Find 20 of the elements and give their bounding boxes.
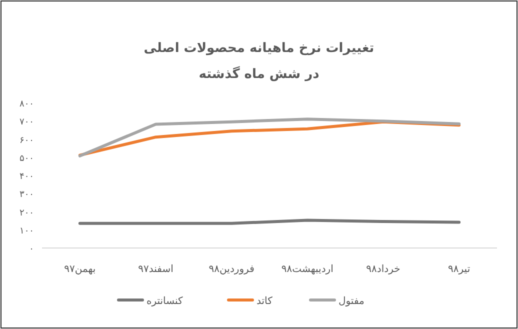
y-tick-label: ۴۰۰ xyxy=(19,172,34,182)
chart-subtitle: در شش ماه گذشته xyxy=(198,66,320,82)
x-tick-label: اردیبهشت۹۸ xyxy=(281,264,334,275)
y-tick-label: ۵۰۰ xyxy=(19,154,34,164)
y-tick-label: ۰ xyxy=(29,244,34,254)
x-tick-label: اسفند۹۷ xyxy=(138,264,174,275)
x-tick-label: فروردین۹۸ xyxy=(208,264,255,275)
x-tick-label: تیر۹۸ xyxy=(448,264,470,275)
y-tick-label: ۲۰۰ xyxy=(19,208,34,218)
x-tick-label: خرداد۹۸ xyxy=(366,264,400,275)
y-tick-label: ۸۰۰ xyxy=(19,100,34,110)
x-tick-label: بهمن۹۷ xyxy=(64,264,96,275)
y-tick-label: ۷۰۰ xyxy=(19,118,34,128)
y-tick-label: ۳۰۰ xyxy=(19,190,34,200)
legend-label: مفتول xyxy=(338,296,364,307)
chart-title: تغییرات نرخ ماهیانه محصولات اصلی xyxy=(144,41,374,56)
legend-label: کاتد xyxy=(256,296,273,307)
y-tick-label: ۱۰۰ xyxy=(19,226,34,236)
y-tick-label: ۶۰۰ xyxy=(19,136,34,146)
legend-label: کنسانتره xyxy=(146,296,184,307)
